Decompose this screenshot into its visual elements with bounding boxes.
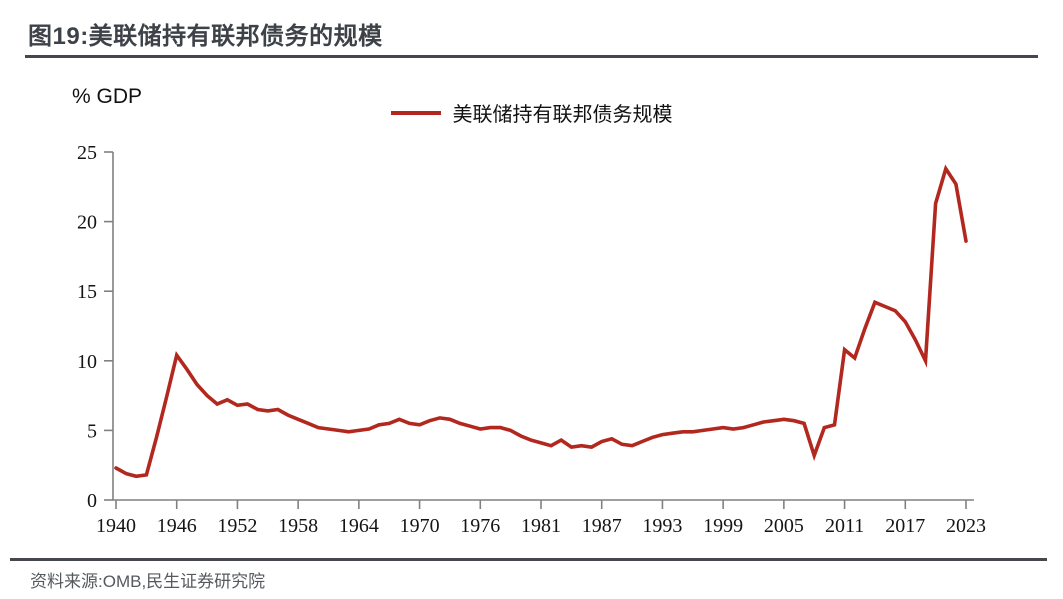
x-tick-label: 2005 xyxy=(764,515,804,537)
chart-title: 图19:美联储持有联邦债务的规模 xyxy=(28,23,383,50)
bottom-divider xyxy=(10,558,1047,561)
chart-legend: 美联储持有联邦债务规模 xyxy=(0,98,1063,127)
x-tick-label: 1970 xyxy=(400,515,440,537)
x-tick-label: 2023 xyxy=(946,515,986,537)
x-tick-label: 2011 xyxy=(825,515,864,537)
y-tick-label: 0 xyxy=(87,490,97,512)
x-tick-label: 1981 xyxy=(521,515,561,537)
y-tick-label: 15 xyxy=(77,281,97,303)
x-tick-label: 1952 xyxy=(217,515,257,537)
x-tick-label: 1940 xyxy=(96,515,136,537)
y-tick-label: 10 xyxy=(77,351,97,373)
axis-line xyxy=(112,152,974,501)
y-tick-label: 5 xyxy=(87,420,97,442)
x-tick-label: 1958 xyxy=(278,515,318,537)
legend-line-swatch xyxy=(390,110,441,115)
legend-series-label: 美联储持有联邦债务规模 xyxy=(452,104,673,126)
y-tick-label: 20 xyxy=(77,212,97,234)
y-axis-unit-label: % GDP xyxy=(72,85,143,108)
x-tick-label: 1987 xyxy=(582,515,622,537)
title-divider xyxy=(25,55,1038,58)
x-tick-label: 1946 xyxy=(157,515,197,537)
x-tick-label: 1976 xyxy=(460,515,500,537)
data-line xyxy=(114,164,968,479)
x-tick-label: 2017 xyxy=(885,515,925,537)
x-tick-label: 1964 xyxy=(339,515,379,537)
source-note: 资料来源:OMB,民生证券研究院 xyxy=(30,572,266,591)
x-tick-label: 1999 xyxy=(703,515,743,537)
y-tick-label: 25 xyxy=(77,142,97,164)
x-tick-label: 1993 xyxy=(642,515,682,537)
